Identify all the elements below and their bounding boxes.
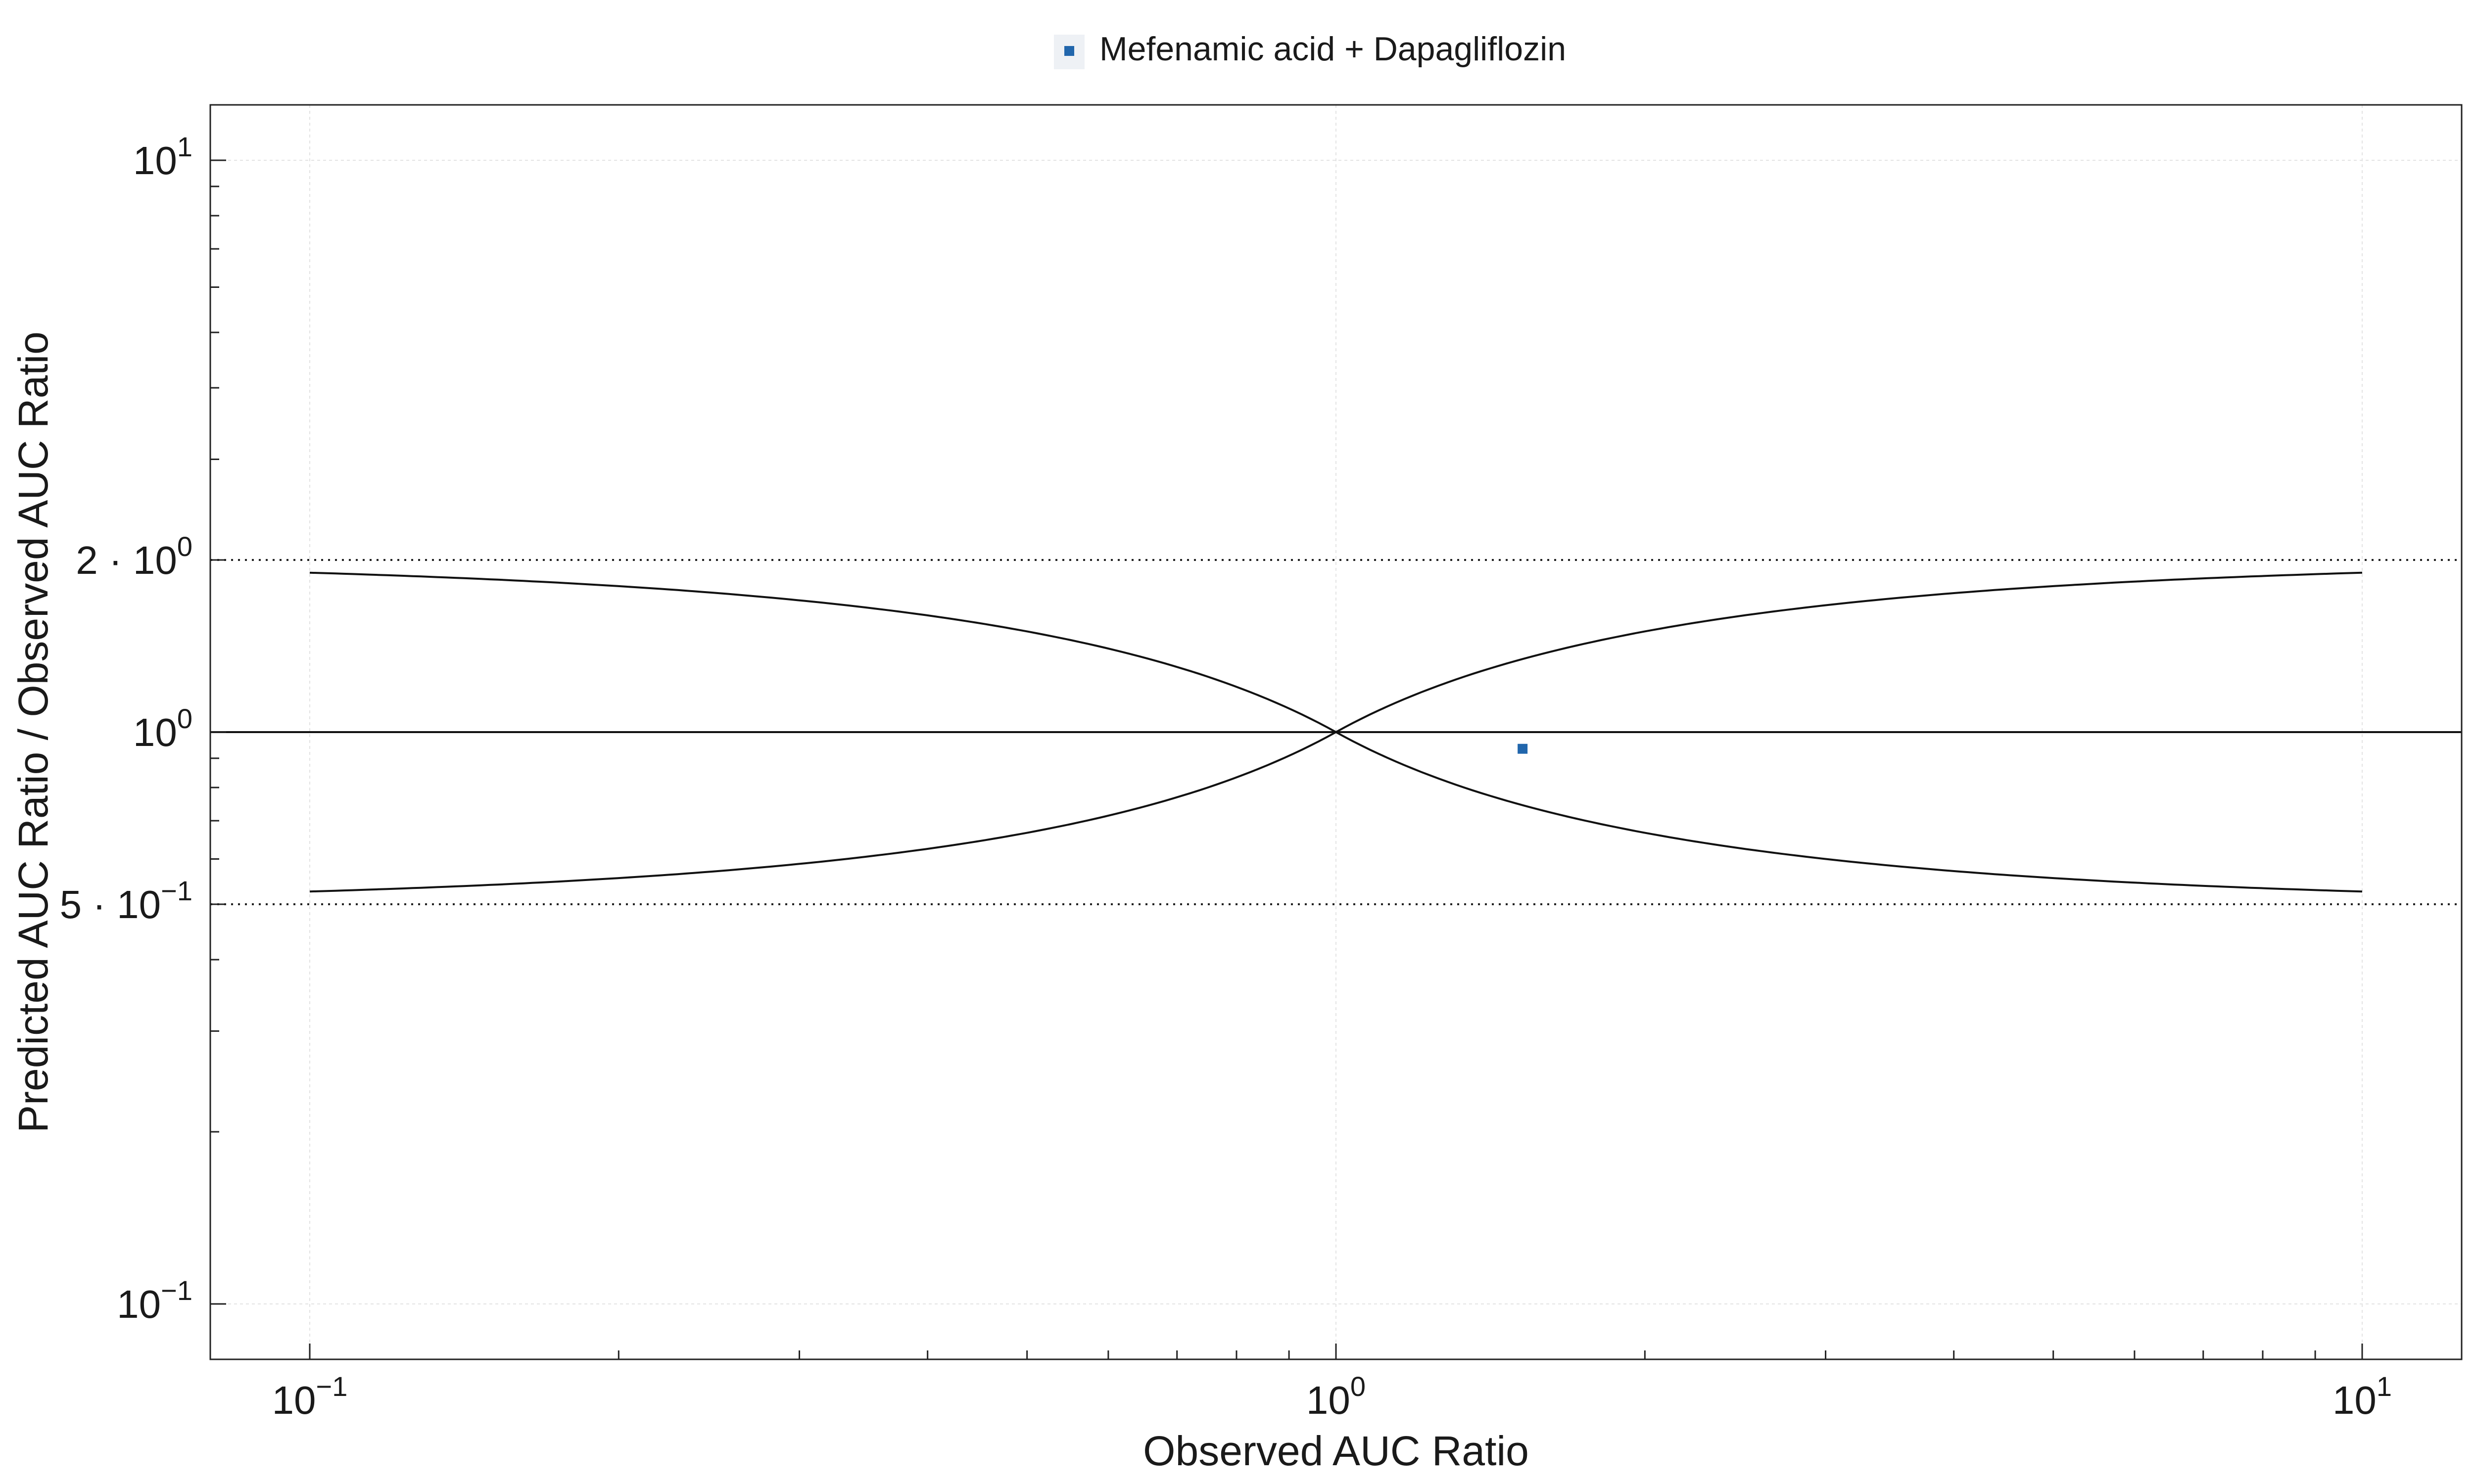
legend: Mefenamic acid + Dapagliflozin (1054, 30, 1566, 69)
y-axis-ticks: 10−1 5 · 10−1 100 2 · 100 101 (60, 131, 226, 1326)
y-axis-label: Predicted AUC Ratio / Observed AUC Ratio (10, 331, 56, 1133)
y-tick-label: 5 · 10−1 (60, 875, 192, 927)
lower-limit-curve (309, 731, 2363, 893)
legend-marker (1064, 46, 1074, 56)
x-tick-label: 101 (2332, 1371, 2392, 1422)
x-axis-ticks: 10−1 100 101 (272, 1344, 2392, 1422)
y-tick-label: 2 · 100 (76, 531, 192, 582)
guest-limit-curves (309, 571, 2363, 893)
y-tick-label: 101 (133, 131, 192, 183)
y-tick-label: 100 (133, 703, 192, 754)
x-axis-label: Observed AUC Ratio (1143, 1428, 1529, 1474)
legend-label: Mefenamic acid + Dapagliflozin (1099, 30, 1566, 68)
x-tick-label: 100 (1306, 1371, 1366, 1422)
data-points (1518, 743, 1528, 754)
y-tick-label: 10−1 (117, 1275, 192, 1326)
x-tick-label: 10−1 (272, 1371, 348, 1422)
data-point (1518, 743, 1528, 754)
